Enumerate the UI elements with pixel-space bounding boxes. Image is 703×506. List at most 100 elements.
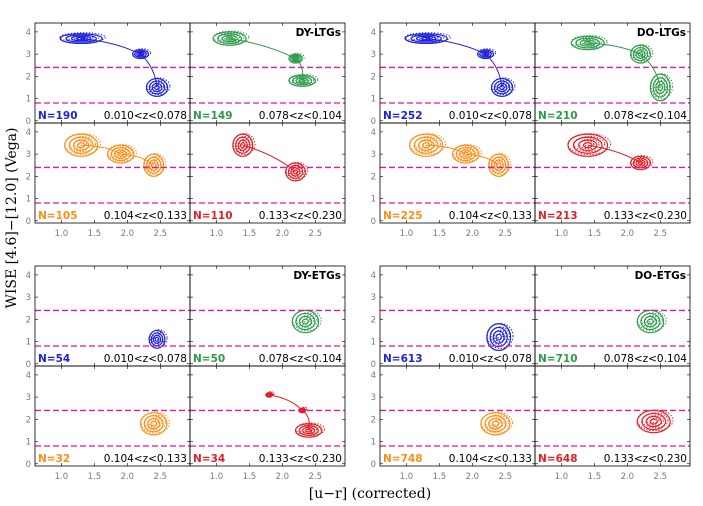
- contour-dotted: [584, 141, 595, 147]
- contour-dotted: [639, 159, 645, 164]
- contour-solid: [239, 142, 246, 149]
- group-do-ltgs: 0 1 2 3 4 N=252 0.010<z<0.078 N=210 0.078<z<0.10…: [371, 22, 691, 239]
- contour-dotted: [303, 317, 311, 324]
- contour-dotted: [78, 141, 88, 147]
- panel-dy-etgs-4: 1.0 1.5 2.0 2.5 N=34 0.133<z<0.230: [189, 365, 346, 482]
- count-label: N=105: [38, 210, 78, 222]
- y-tick-label: 4: [371, 271, 376, 281]
- contour-solid: [305, 428, 313, 433]
- contour-dotted: [147, 156, 164, 173]
- panel-frame: [534, 122, 691, 224]
- contour-solid: [491, 420, 500, 427]
- redshift-label: 0.010<z<0.078: [449, 110, 532, 122]
- contour-solid: [637, 160, 644, 166]
- contour-dotted: [149, 79, 168, 93]
- contour-solid: [217, 33, 243, 44]
- contour-dotted: [299, 424, 321, 435]
- y-tick-label: 0: [26, 460, 31, 470]
- contour-solid: [139, 412, 168, 436]
- contour-dotted: [573, 136, 606, 153]
- count-label: N=225: [383, 210, 423, 222]
- contour-dotted: [139, 51, 145, 55]
- contour-solid: [632, 47, 649, 62]
- contour-dotted: [299, 315, 314, 326]
- contour-dotted: [294, 168, 300, 174]
- contour-solid: [138, 52, 143, 56]
- contour-solid: [649, 73, 671, 102]
- contour-dotted: [482, 50, 492, 56]
- contour-dotted: [292, 75, 315, 84]
- count-label: N=34: [193, 453, 225, 465]
- contour-dotted: [648, 317, 656, 324]
- contour-dotted: [144, 414, 166, 431]
- contour-solid: [301, 318, 309, 325]
- count-label: N=613: [383, 353, 423, 365]
- contour-dotted: [644, 315, 659, 326]
- x-tick-label: 2.5: [499, 472, 513, 482]
- panel-dy-etgs-3: 0 1 2 3 4 1.0 1.5 2.0 2.5 N=32 0.104<z<0.133: [26, 365, 191, 482]
- y-tick-label: 1: [371, 95, 376, 105]
- contour-solid: [477, 49, 495, 60]
- contour-dotted: [494, 158, 506, 170]
- contour-bridge: [269, 394, 303, 411]
- sample-tag: DY-LTGs: [296, 27, 341, 39]
- contour-dotted: [238, 138, 250, 150]
- panel-frame: [189, 122, 346, 224]
- y-tick-label: 2: [371, 315, 376, 325]
- count-label: N=54: [38, 353, 70, 365]
- contour-solid: [287, 164, 304, 179]
- x-tick-label: 2.0: [621, 472, 635, 482]
- group-dy-etgs: 0 1 2 3 4 N=54 0.010<z<0.078 N=50 0.078<z<0.104 D…: [26, 265, 346, 482]
- contour-solid: [489, 326, 508, 348]
- contour-solid: [409, 133, 444, 157]
- x-tick-label: 2.0: [466, 229, 480, 239]
- contour-dotted: [494, 79, 513, 93]
- count-label: N=648: [538, 453, 578, 465]
- x-tick-label: 2.0: [276, 472, 290, 482]
- panel-frame: [379, 122, 536, 224]
- contour-dotted: [285, 161, 309, 180]
- contour-solid: [652, 77, 669, 98]
- contour-dotted: [156, 335, 161, 341]
- contour-dotted: [152, 161, 159, 167]
- x-tick-label: 2.5: [654, 229, 668, 239]
- contour-solid: [490, 77, 514, 97]
- contour-dotted: [636, 48, 648, 58]
- contour-solid: [221, 34, 238, 43]
- sample-tag: DO-ETGs: [635, 270, 686, 282]
- x-tick-label: 1.5: [243, 472, 257, 482]
- contour-dotted: [650, 417, 660, 424]
- contour-solid: [635, 159, 646, 167]
- contour-solid: [106, 144, 135, 164]
- panel-frame: [379, 265, 536, 367]
- contour-dotted: [404, 32, 451, 43]
- count-label: N=710: [538, 353, 578, 365]
- y-tick-label: 3: [371, 393, 376, 403]
- x-tick-label: 2.0: [466, 472, 480, 482]
- contour-solid: [147, 418, 161, 430]
- contour-dotted: [489, 153, 512, 175]
- redshift-label: 0.133<z<0.230: [259, 453, 342, 465]
- contour-dotted: [115, 148, 130, 158]
- contour-dotted: [73, 138, 92, 150]
- y-axis-label: WISE [4.6]−[12.0] (Vega): [4, 128, 20, 309]
- contour-dotted: [650, 73, 674, 100]
- y-tick-label: 4: [26, 128, 31, 138]
- y-tick-label: 3: [26, 293, 31, 303]
- contour-solid: [132, 49, 150, 60]
- panel-do-etgs-4: 1.0 1.5 2.0 2.5 N=648 0.133<z<0.230: [534, 365, 691, 482]
- x-tick-label: 1.0: [210, 472, 224, 482]
- contour-solid: [491, 156, 507, 174]
- contour-dotted: [155, 83, 162, 89]
- contour-solid: [630, 44, 652, 64]
- contour-solid: [212, 31, 247, 46]
- x-tick-label: 1.0: [555, 472, 569, 482]
- contour-dotted: [409, 133, 446, 155]
- count-label: N=190: [38, 110, 78, 122]
- y-tick-label: 1: [371, 438, 376, 448]
- contour-dotted: [149, 329, 168, 347]
- y-tick-label: 0: [371, 460, 376, 470]
- redshift-label: 0.078<z<0.104: [259, 110, 343, 122]
- contour-solid: [575, 37, 601, 49]
- y-tick-label: 3: [371, 150, 376, 160]
